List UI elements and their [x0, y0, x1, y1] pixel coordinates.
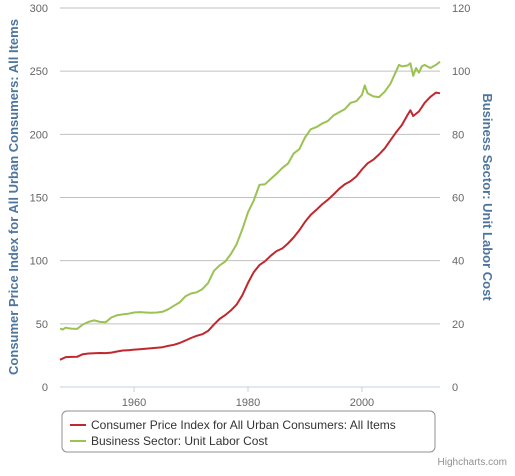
- y-right-tick-label: 120: [452, 3, 470, 15]
- series-line-2[interactable]: [59, 60, 441, 331]
- x-tick-label: 1980: [236, 397, 260, 409]
- grid-lines: [60, 7, 440, 325]
- series-line-1[interactable]: [59, 91, 441, 361]
- y-left-tick-label: 100: [30, 256, 48, 268]
- x-tick-label: 2000: [350, 397, 374, 409]
- y-left-tick-label: 250: [30, 66, 48, 78]
- legend-item-1[interactable]: Consumer Price Index for All Urban Consu…: [70, 418, 396, 432]
- y-right-tick-label: 40: [452, 256, 464, 268]
- y-axis-left-ticks: 0 50 100 150 200 250 300: [30, 3, 48, 394]
- x-tick-label: 1960: [122, 397, 146, 409]
- credits-link[interactable]: Highcharts.com: [438, 457, 507, 468]
- y-left-tick-label: 0: [42, 382, 48, 394]
- y-left-tick-label: 150: [30, 193, 48, 205]
- y-right-tick-label: 80: [452, 129, 464, 141]
- x-axis-ticks: 1960 1980 2000: [122, 387, 374, 409]
- y-right-tick-label: 60: [452, 193, 464, 205]
- legend-label: Business Sector: Unit Labor Cost: [91, 434, 268, 448]
- plot-area: [59, 60, 441, 361]
- y-axis-right-title: Business Sector: Unit Labor Cost: [480, 93, 495, 301]
- y-left-tick-label: 200: [30, 129, 48, 141]
- y-left-tick-label: 300: [30, 3, 48, 15]
- y-axis-left-title: Consumer Price Index for All Urban Consu…: [6, 19, 21, 375]
- y-right-tick-label: 20: [452, 319, 464, 331]
- y-right-tick-label: 100: [452, 66, 470, 78]
- legend[interactable]: Consumer Price Index for All Urban Consu…: [61, 410, 436, 453]
- legend-item-2[interactable]: Business Sector: Unit Labor Cost: [70, 434, 268, 448]
- legend-box: [61, 410, 436, 453]
- y-left-tick-label: 50: [36, 319, 48, 331]
- y-axis-right-ticks: 0 20 40 60 80 100 120: [452, 3, 470, 394]
- legend-label: Consumer Price Index for All Urban Consu…: [91, 418, 396, 432]
- y-right-tick-label: 0: [452, 382, 458, 394]
